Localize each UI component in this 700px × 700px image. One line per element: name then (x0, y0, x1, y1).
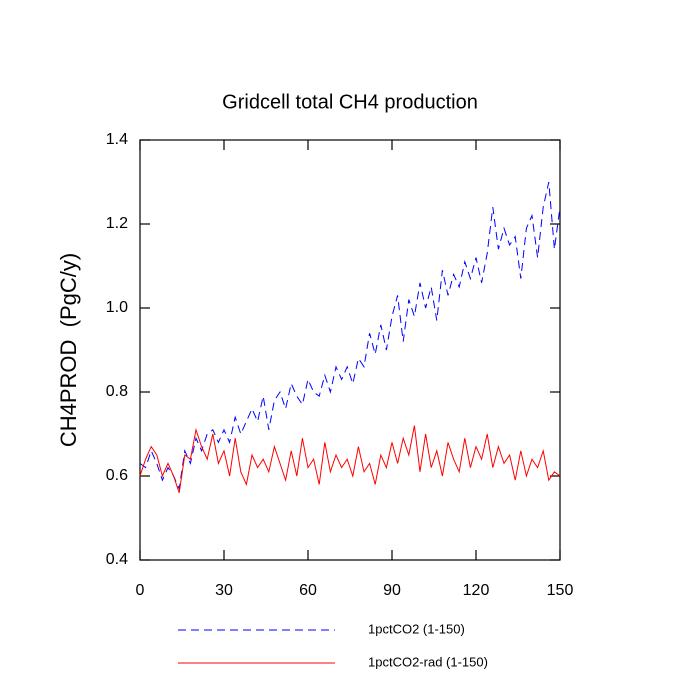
x-tick-label: 0 (136, 582, 145, 599)
series-line (139, 181, 561, 491)
y-axis-label: CH4PROD (PgC/y) (56, 253, 81, 447)
legend-label: 1pctCO2 (1-150) (368, 621, 465, 636)
chart-title: Gridcell total CH4 production (222, 91, 478, 113)
y-tick-label: 0.4 (106, 551, 128, 568)
x-tick-label: 120 (463, 582, 490, 599)
series-line (139, 425, 561, 493)
x-tick-label: 90 (383, 582, 401, 599)
x-tick-label: 30 (215, 582, 233, 599)
y-tick-label: 0.6 (106, 467, 128, 484)
y-tick-label: 1.0 (106, 299, 128, 316)
y-tick-label: 1.4 (106, 131, 128, 148)
x-tick-label: 150 (547, 582, 574, 599)
legend-label: 1pctCO2-rad (1-150) (368, 654, 488, 669)
y-tick-label: 0.8 (106, 383, 128, 400)
y-tick-label: 1.2 (106, 215, 128, 232)
x-tick-label: 60 (299, 582, 317, 599)
plot-frame (139, 139, 561, 561)
